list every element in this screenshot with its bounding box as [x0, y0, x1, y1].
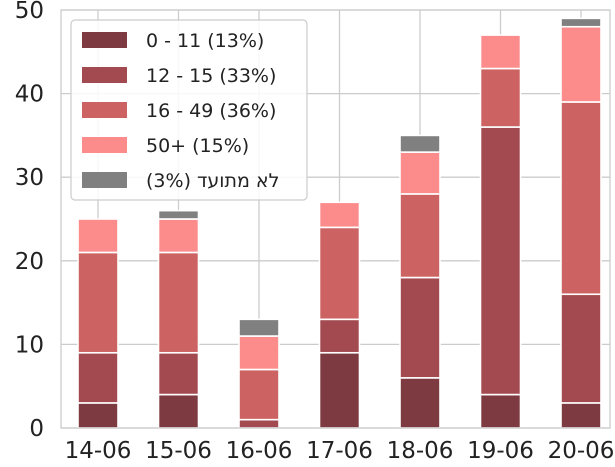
y-tick-label: 10	[15, 332, 44, 358]
bar-segment-15-06-series-0	[157, 393, 200, 429]
bar-segment-14-06-series-0	[77, 402, 119, 429]
bar-segment-17-06-series-3	[318, 201, 361, 229]
bar-segment-20-06-series-3	[560, 25, 602, 103]
x-axis-ticks: 14-06 15-06 16-06 17-06 18-06 19-06 20-06	[65, 438, 615, 464]
bar-segment-16-06-series-2	[238, 368, 280, 421]
bar-segment-19-06-series-1	[479, 126, 522, 396]
x-tick-label: 17-06	[306, 438, 373, 464]
bar-segment-18-06-series-2	[399, 193, 441, 279]
legend-label: 12 - 15 (33%)	[146, 65, 276, 87]
legend-swatch	[82, 67, 127, 83]
legend-label: 16 - 49 (36%)	[146, 100, 276, 122]
legend-label: 50+ (15%)	[146, 135, 249, 157]
legend: 0 - 11 (13%) 12 - 15 (33%) 16 - 49 (36%) 50…	[70, 19, 308, 201]
y-axis-ticks: 0 10 20 30 40 50	[15, 0, 44, 442]
y-tick-label: 40	[15, 82, 44, 108]
x-tick-label: 20-06	[548, 438, 615, 464]
bar-segment-20-06-series-4	[560, 17, 602, 28]
bar-segment-17-06-series-0	[318, 351, 361, 429]
x-tick-label: 15-06	[145, 438, 212, 464]
bar-segment-18-06-series-0	[399, 377, 441, 429]
legend-swatch	[82, 172, 127, 188]
x-tick-label: 14-06	[65, 438, 132, 464]
bar-segment-18-06-series-1	[399, 276, 441, 379]
bar-segment-18-06-series-3	[399, 151, 441, 195]
bar-segment-14-06-series-1	[77, 351, 119, 404]
bar-segment-15-06-series-4	[157, 209, 200, 220]
bar-segment-15-06-series-3	[157, 218, 200, 254]
bar-segment-19-06-series-3	[479, 34, 522, 70]
bar-segment-20-06-series-0	[560, 402, 602, 429]
bar-segment-18-06-series-4	[399, 134, 441, 153]
bar-segment-16-06-series-3	[238, 335, 280, 371]
bar-segment-19-06-series-2	[479, 67, 522, 128]
bar-segment-14-06-series-2	[77, 251, 119, 354]
y-tick-label: 30	[15, 165, 44, 191]
legend-swatch	[82, 102, 127, 118]
y-tick-label: 0	[29, 416, 44, 442]
bar-segment-17-06-series-2	[318, 226, 361, 321]
plot-frame	[60, 9, 611, 429]
x-tick-label: 19-06	[467, 438, 534, 464]
bar-segment-19-06-series-0	[479, 393, 522, 429]
legend-box	[70, 19, 308, 201]
bar-segment-20-06-series-2	[560, 101, 602, 296]
x-tick-label: 18-06	[387, 438, 454, 464]
bar-segment-17-06-series-1	[318, 318, 361, 354]
legend-swatch	[82, 32, 127, 48]
bar-segment-20-06-series-1	[560, 293, 602, 404]
bar-segment-16-06-series-4	[238, 318, 280, 337]
bar-segment-15-06-series-2	[157, 251, 200, 354]
legend-swatch	[82, 137, 127, 153]
y-tick-label: 20	[15, 249, 44, 275]
x-tick-label: 16-06	[226, 438, 293, 464]
legend-label: 0 - 11 (13%)	[146, 30, 264, 52]
bar-segment-14-06-series-3	[77, 218, 119, 254]
legend-label: לא מתועד (3%)	[146, 170, 279, 192]
bar-segment-15-06-series-1	[157, 351, 200, 396]
bars	[77, 17, 602, 429]
y-tick-label: 50	[15, 0, 44, 24]
bar-segment-16-06-series-1	[238, 418, 280, 429]
